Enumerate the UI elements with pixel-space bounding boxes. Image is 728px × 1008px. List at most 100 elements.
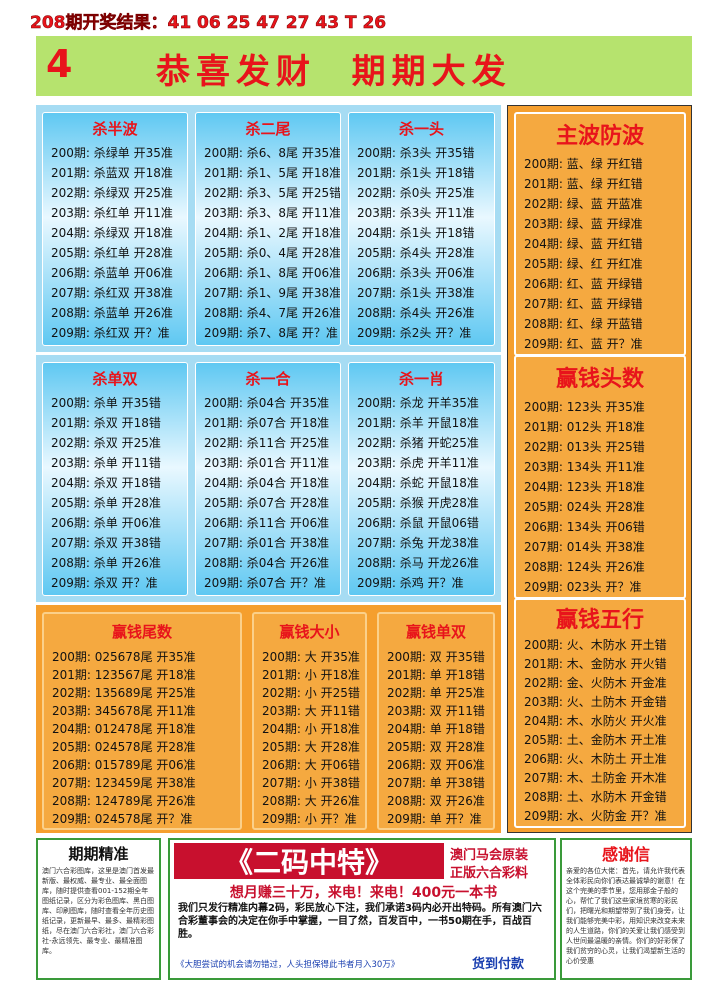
panel-row: 207期: 小 开38错 — [262, 776, 360, 790]
panel-row: 209期: 杀2头 开？准 — [357, 326, 472, 340]
footer-left: 期期精准 澳门六合彩图库，这里是澳门首发最新版、最权威、最专业、最全面图库，随时… — [36, 838, 161, 980]
panel-row: 207期: 单 开38错 — [387, 776, 485, 790]
panel-row: 206期: 015789尾 开06准 — [52, 758, 196, 772]
panel-title: 主波防波 — [555, 124, 644, 149]
panel-row: 209期: 单 开？准 — [387, 812, 482, 826]
panel-row: 203期: 绿、蓝 开绿准 — [524, 217, 643, 231]
panel-row: 205期: 杀07合 开28准 — [204, 496, 330, 510]
panel-row: 200期: 杀绿单 开35准 — [51, 146, 173, 160]
panel-row: 205期: 杀4头 开28准 — [357, 246, 475, 260]
panel-row: 207期: 杀01合 开38准 — [204, 536, 330, 550]
panel-row: 208期: 大 开26准 — [262, 794, 360, 808]
panel-title: 赢钱单双 — [405, 622, 466, 641]
panel-row: 202期: 杀猪 开蛇25准 — [357, 436, 479, 450]
panel-row: 201期: 杀双 开18错 — [51, 416, 161, 430]
panel-row: 208期: 杀单 开26准 — [51, 556, 161, 570]
panel-row: 209期: 水、火防金 开？准 — [524, 809, 667, 823]
panel-row: 200期: 杀3头 开35错 — [357, 146, 475, 160]
panel-row: 205期: 杀红单 开28准 — [51, 246, 173, 260]
panel-row: 201期: 杀羊 开鼠18准 — [357, 416, 479, 430]
panel-row: 203期: 杀单 开11错 — [51, 456, 161, 470]
panel-row: 206期: 杀3头 开06准 — [357, 266, 475, 280]
issue-number: 4 — [46, 42, 73, 86]
panel-row: 206期: 134头 开06错 — [524, 520, 645, 534]
draw-result: 208期开奖结果：41 06 25 47 27 43 T 26 — [30, 13, 387, 34]
panel-row: 202期: 杀0头 开25准 — [357, 186, 475, 200]
panel-row: 202期: 013头 开25错 — [524, 440, 645, 454]
panel-row: 208期: 红、绿 开蓝错 — [524, 317, 643, 331]
panel-row: 202期: 135689尾 开25准 — [52, 686, 196, 700]
panel-row: 208期: 土、水防木 开金错 — [524, 790, 667, 804]
panel: 赢钱大小 200期: 大 开35准 201期: 小 开18准 202期: 小 开25错… — [252, 612, 367, 830]
panel-row: 208期: 杀4、7尾 开26准 — [204, 306, 341, 320]
panel-row: 206期: 红、蓝 开绿错 — [524, 277, 643, 291]
panel-row: 206期: 杀单 开06准 — [51, 516, 161, 530]
panel-row: 203期: 双 开11错 — [387, 704, 485, 718]
panel-row: 204期: 012478尾 开18准 — [52, 722, 196, 736]
panel-row: 202期: 小 开25错 — [262, 686, 360, 700]
book-slogan: 想月赚三十万，来电！来电！400元一本书 — [229, 885, 498, 901]
panel-row: 209期: 杀双 开？准 — [51, 576, 158, 590]
panel-row: 202期: 杀3、5尾 开25错 — [204, 186, 341, 200]
panel-row: 204期: 杀双 开18错 — [51, 476, 161, 490]
panel-title: 杀一头 — [398, 119, 444, 138]
book-note: 《大胆尝试的机会请勿错过，人头担保得此书者月入30万》 — [176, 960, 400, 970]
panel-title: 杀单双 — [92, 369, 138, 388]
panel-row: 206期: 杀蓝单 开06准 — [51, 266, 173, 280]
panel-row: 203期: 杀01合 开11准 — [204, 456, 330, 470]
panel: 赢钱头数 200期: 123头 开35准 201期: 012头 开18准 202期: … — [514, 355, 686, 599]
book-tag: 正版六合彩料 — [450, 866, 529, 881]
panel-row: 205期: 杀0、4尾 开28准 — [204, 246, 341, 260]
footer-right-title: 感谢信 — [601, 845, 650, 864]
panel-row: 209期: 杀7、8尾 开？准 — [204, 326, 338, 340]
panel-row: 200期: 杀单 开35错 — [51, 396, 161, 410]
panel-row: 202期: 绿、蓝 开蓝准 — [524, 197, 643, 211]
panel-row: 203期: 345678尾 开11准 — [52, 704, 196, 718]
panel-row: 204期: 单 开18错 — [387, 722, 485, 736]
panel-row: 204期: 杀绿双 开18准 — [51, 226, 173, 240]
panel-title: 赢钱头数 — [555, 367, 644, 392]
panel-row: 204期: 小 开18准 — [262, 722, 360, 736]
panel-row: 209期: 小 开？准 — [262, 812, 357, 826]
panel-title: 杀一肖 — [398, 369, 444, 388]
panel-row: 200期: 杀6、8尾 开35准 — [204, 146, 341, 160]
panel-title: 赢钱大小 — [279, 622, 340, 641]
panel-row: 201期: 123567尾 开18准 — [52, 668, 196, 682]
panel-row: 205期: 土、金防木 开土准 — [524, 733, 667, 747]
footer-left-title: 期期精准 — [68, 844, 129, 863]
panel-row: 207期: 杀兔 开龙38准 — [357, 536, 479, 550]
panel: 杀一头 200期: 杀3头 开35错 201期: 杀1头 开18错 202期: 杀0头… — [348, 112, 495, 346]
panel-row: 200期: 蓝、绿 开红错 — [524, 157, 643, 171]
panel: 杀二尾 200期: 杀6、8尾 开35准 201期: 杀1、5尾 开18准 202期:… — [195, 112, 341, 346]
panel-row: 206期: 大 开06错 — [262, 758, 360, 772]
panel-row: 205期: 大 开28准 — [262, 740, 360, 754]
panel-row: 204期: 杀1、2尾 开18准 — [204, 226, 341, 240]
panel-row: 200期: 025678尾 开35准 — [52, 650, 196, 664]
panel-row: 207期: 杀1头 开38准 — [357, 286, 475, 300]
panel: 杀半波 200期: 杀绿单 开35准 201期: 杀蓝双 开18准 202期: 杀绿双… — [42, 112, 188, 346]
panel-row: 202期: 单 开25准 — [387, 686, 485, 700]
panel-row: 208期: 124789尾 开26准 — [52, 794, 196, 808]
panel-row: 203期: 杀虎 开羊11准 — [357, 456, 479, 470]
panel-row: 207期: 杀1、9尾 开38准 — [204, 286, 341, 300]
panel-row: 209期: 023头 开？准 — [524, 580, 642, 594]
panel-row: 207期: 123459尾 开38准 — [52, 776, 196, 790]
panel-row: 203期: 杀红单 开11准 — [51, 206, 173, 220]
panel-row: 206期: 火、木防土 开土准 — [524, 752, 667, 766]
panel-row: 202期: 金、火防木 开金准 — [524, 676, 667, 690]
panel-title: 赢钱尾数 — [111, 622, 172, 641]
panel-row: 207期: 014头 开38准 — [524, 540, 645, 554]
panel-row: 209期: 杀红双 开？准 — [51, 326, 170, 340]
panel-row: 204期: 杀04合 开18准 — [204, 476, 330, 490]
panel-row: 200期: 大 开35准 — [262, 650, 360, 664]
panel-row: 203期: 杀3头 开11准 — [357, 206, 475, 220]
panel-row: 208期: 杀马 开龙26准 — [357, 556, 479, 570]
panel-row: 203期: 134头 开11准 — [524, 460, 645, 474]
panel-row: 203期: 火、土防木 开金错 — [524, 695, 667, 709]
panel-row: 204期: 杀蛇 开鼠18准 — [357, 476, 479, 490]
panel-row: 205期: 杀猴 开虎28准 — [357, 496, 479, 510]
panel-row: 204期: 木、水防火 开火准 — [524, 714, 667, 728]
footer-left-text: 澳门六合彩图库，这里是澳门首发最新版、最权威、最专业、最全面图库，随时提供查看0… — [42, 867, 154, 955]
panel-row: 201期: 杀07合 开18准 — [204, 416, 330, 430]
